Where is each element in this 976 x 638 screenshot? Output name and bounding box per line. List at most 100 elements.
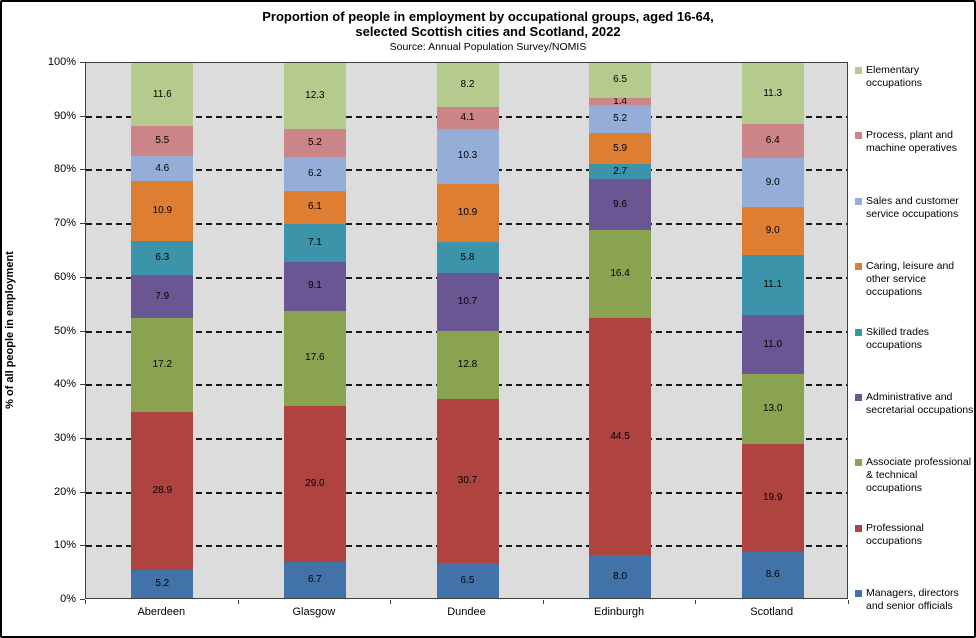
bar-segment-label: 8.0 (613, 570, 628, 582)
bar-segment: 11.0 (741, 315, 804, 375)
bar-segment: 1.4 (589, 95, 652, 107)
legend-item: Associate professional & technical occup… (855, 456, 974, 495)
bar-segment-label: 13.0 (762, 403, 783, 415)
y-tick-label: 20% (53, 485, 76, 498)
bar-segment: 2.7 (589, 164, 652, 179)
bar-segment-label: 9.0 (765, 225, 780, 237)
bar-segment-label: 10.7 (457, 295, 478, 307)
x-category-label-aberdeen: Aberdeen (137, 606, 186, 618)
legend-swatch-icon (855, 394, 862, 401)
bar-segment-label: 29.0 (305, 477, 325, 489)
bar-segment-label: 5.8 (460, 251, 475, 263)
bar-segment: 6.1 (283, 190, 346, 224)
y-tick-label: 10% (53, 539, 76, 552)
x-tick-mark (695, 600, 697, 604)
bar-segment: 19.9 (741, 444, 804, 552)
bar-segment: 8.6 (741, 551, 804, 598)
legend-swatch-icon (855, 524, 862, 532)
bar-segment: 8.0 (589, 555, 652, 598)
chart-title-block: Proportion of people in employment by oc… (2, 9, 974, 53)
bar-segment: 11.3 (741, 63, 804, 124)
bar-segment-label: 8.6 (765, 568, 780, 580)
legend-item: Sales and customer service occupations (855, 194, 974, 221)
bar-segment: 10.7 (436, 273, 499, 331)
y-tick-label: 70% (53, 217, 76, 230)
bar-segment: 9.0 (741, 206, 804, 256)
bar-segment: 5.5 (131, 126, 194, 157)
bar-segment-label: 1.4 (613, 95, 628, 107)
bar-segment-label: 4.6 (155, 162, 170, 174)
bar-segment-label: 17.2 (152, 359, 173, 371)
legend-item-label: Skilled trades occupations (866, 325, 930, 351)
y-tick-label: 40% (53, 378, 76, 391)
bar-segment: 10.3 (436, 128, 499, 184)
bar-segment: 11.6 (131, 63, 194, 127)
legend-item: Administrative and secretarial occupatio… (855, 391, 974, 417)
bar-segment: 7.1 (283, 223, 346, 262)
plot-area: 5.2 28.9 17.2 7.9 6.3 10.9 4.6 5.5 11.6 6.7 29.0 17… (85, 62, 848, 599)
legend-item-label: Professional occupations (866, 521, 924, 547)
legend-swatch-icon (855, 197, 862, 205)
bar-segment: 9.6 (589, 178, 652, 231)
bar-scotland: 8.6 19.9 13.0 11.0 11.1 9.0 9.0 6.4 11.3 (741, 63, 804, 598)
bar-segment: 17.6 (283, 310, 346, 406)
legend-item: Process, plant and machine operatives (855, 129, 974, 155)
bar-segment: 6.4 (741, 123, 804, 159)
bar-segment-label: 9.6 (613, 198, 628, 210)
chart-source: Source: Annual Population Survey/NOMIS (389, 40, 587, 53)
bar-segment-label: 6.1 (307, 201, 322, 213)
y-tick-label: 80% (53, 163, 76, 176)
bar-segment-label: 10.9 (457, 207, 478, 219)
bar-segment-label: 8.2 (460, 79, 475, 91)
bar-segment-label: 19.9 (762, 492, 783, 504)
y-tick-mark (80, 276, 85, 278)
legend-item-label: Caring, leisure and other service occupa… (866, 260, 955, 299)
y-tick-mark (80, 599, 85, 600)
bar-segment-label: 16.4 (610, 267, 630, 279)
y-tick-mark (80, 223, 85, 225)
legend-item-label: Administrative and secretarial occupatio… (866, 391, 974, 417)
y-tick-mark (80, 62, 85, 63)
bar-segment: 6.7 (283, 561, 346, 598)
bar-segment: 5.9 (589, 132, 652, 165)
bar-segment: 10.9 (131, 181, 194, 241)
y-tick-mark (80, 115, 85, 117)
y-tick-mark (80, 169, 85, 171)
bar-segment-label: 6.5 (613, 74, 628, 86)
bar-segment-label: 6.2 (307, 168, 322, 180)
y-tick-mark (80, 330, 85, 332)
y-tick-label: 90% (53, 109, 76, 122)
y-tick-label: 100% (47, 56, 76, 68)
x-category-label-dundee: Dundee (447, 606, 486, 618)
bar-segment-label: 12.3 (305, 90, 325, 102)
bar-segment: 11.1 (741, 255, 804, 316)
legend-item-label: Sales and customer service occupations (866, 194, 959, 220)
bar-segment: 7.9 (131, 275, 194, 319)
bar-segment: 8.2 (436, 63, 499, 107)
bar-segment: 12.3 (283, 63, 346, 130)
bar-segment-label: 4.1 (460, 111, 475, 123)
bar-segment: 44.5 (589, 317, 652, 556)
bar-segment: 13.0 (741, 374, 804, 445)
x-tick-mark (85, 600, 86, 604)
bar-segment-label: 30.7 (457, 475, 478, 487)
bar-segment: 16.4 (589, 230, 652, 318)
x-category-label-scotland: Scotland (750, 606, 794, 618)
legend-item: Caring, leisure and other service occupa… (855, 260, 974, 299)
bar-segment-label: 6.3 (155, 252, 170, 263)
bar-segment: 6.3 (131, 240, 194, 276)
bar-aberdeen: 5.2 28.9 17.2 7.9 6.3 10.9 4.6 5.5 11.6 (131, 63, 194, 598)
bar-segment: 5.2 (131, 569, 194, 598)
bar-segment-label: 12.8 (457, 358, 478, 370)
legend-swatch-icon (855, 328, 862, 336)
chart-title: Proportion of people in employment by oc… (262, 9, 714, 24)
bar-segment-label: 17.6 (305, 352, 325, 364)
legend-item: Managers, directors and senior officials (855, 587, 974, 613)
x-tick-mark (542, 600, 544, 604)
legend-item: Professional occupations (855, 521, 974, 548)
bar-segment-label: 9.0 (765, 176, 780, 188)
bar-segment-label: 44.5 (610, 430, 630, 442)
y-tick-mark (80, 545, 85, 547)
legend-swatch-icon (855, 132, 862, 140)
